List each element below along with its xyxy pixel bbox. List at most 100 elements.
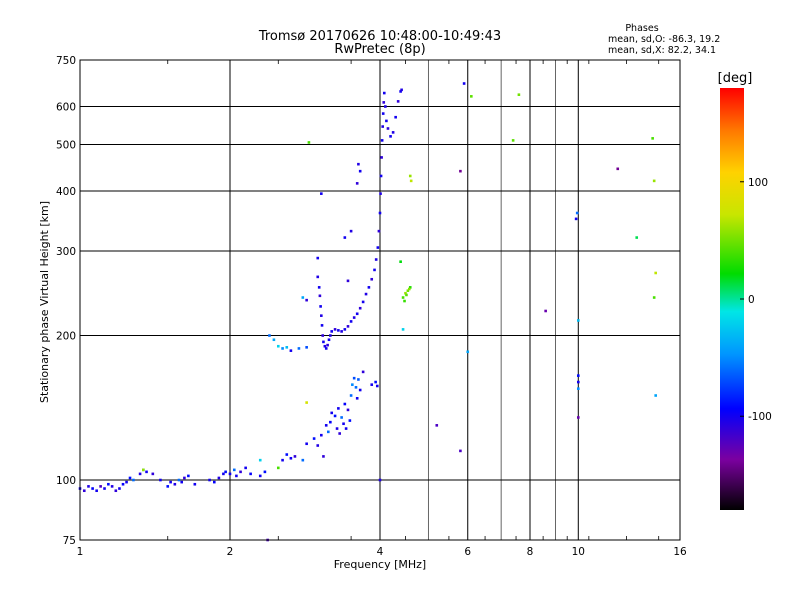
phase-stats-title: Phases: [625, 23, 658, 34]
y-tick-label: 600: [56, 102, 76, 114]
data-point: [322, 340, 325, 344]
data-point: [349, 320, 353, 323]
data-point: [385, 119, 388, 123]
data-point: [114, 489, 118, 493]
data-point: [352, 376, 356, 380]
colorbar-tick-label: -100: [748, 411, 772, 423]
data-point: [177, 478, 181, 482]
data-point: [222, 472, 225, 476]
data-point: [380, 139, 384, 142]
data-point: [212, 480, 216, 484]
data-point: [348, 419, 352, 422]
data-point: [357, 378, 360, 381]
axis-ticks: 75 100 200 300 400 500 600 750 1 2 4 6 8 10 16: [56, 55, 687, 558]
data-point: [316, 275, 320, 279]
colorbar-label: [deg]: [718, 71, 753, 86]
data-point: [364, 292, 368, 296]
data-point: [333, 414, 337, 418]
data-point: [386, 127, 390, 130]
data-point: [357, 162, 360, 166]
data-point: [343, 328, 347, 331]
data-point: [346, 279, 350, 283]
data-point: [110, 485, 114, 488]
x-tick-label: 4: [377, 546, 384, 558]
data-point: [361, 300, 365, 304]
data-point: [293, 455, 297, 458]
data-point: [268, 334, 271, 337]
data-point: [396, 100, 400, 103]
data-point: [272, 338, 276, 342]
data-point: [349, 394, 353, 397]
data-point: [145, 470, 148, 474]
x-tick-label: 2: [227, 546, 234, 558]
data-point: [335, 427, 339, 430]
data-point: [95, 489, 98, 493]
data-point: [401, 328, 405, 331]
data-point: [326, 343, 329, 347]
y-tick-label: 75: [63, 535, 76, 547]
data-point: [401, 296, 405, 299]
data-point: [289, 349, 293, 352]
data-point: [389, 135, 392, 138]
data-point: [654, 394, 657, 397]
data-point: [87, 485, 90, 488]
data-point: [289, 456, 293, 460]
data-point: [374, 380, 377, 384]
data-point: [235, 474, 238, 478]
data-point: [159, 478, 162, 482]
data-point: [297, 347, 301, 350]
data-point: [403, 299, 406, 303]
data-point: [312, 437, 316, 440]
x-axis-label: Frequency [MHz]: [334, 558, 426, 571]
data-point: [544, 309, 547, 313]
y-tick-label: 100: [56, 475, 76, 487]
y-axis-label: Stationary phase Virtual Height [km]: [38, 201, 51, 403]
data-point: [323, 344, 327, 348]
data-point: [400, 88, 403, 92]
data-point: [405, 293, 408, 297]
data-point: [346, 325, 350, 328]
data-point: [132, 478, 135, 482]
data-point: [183, 476, 186, 480]
data-point: [82, 489, 86, 493]
x-tick-label: 10: [572, 546, 585, 558]
data-point: [358, 169, 362, 173]
data-point: [322, 455, 325, 458]
data-point: [374, 258, 378, 261]
data-point: [343, 402, 347, 406]
data-point: [121, 482, 125, 486]
data-point: [305, 442, 308, 446]
colorbar-tick-label: 0: [748, 294, 755, 306]
colorbar-tick-label: 100: [748, 177, 768, 189]
data-point: [399, 90, 402, 93]
data-point: [358, 388, 362, 392]
data-point: [340, 330, 343, 333]
data-point: [408, 174, 412, 178]
data-point: [281, 458, 284, 462]
data-point: [316, 256, 320, 260]
data-point: [333, 328, 337, 331]
data-point: [318, 294, 322, 298]
data-point: [180, 480, 184, 484]
data-point: [337, 329, 340, 332]
data-point: [232, 468, 236, 472]
data-point: [380, 156, 383, 159]
data-point: [351, 383, 354, 386]
data-point: [224, 470, 227, 474]
data-point: [373, 268, 376, 272]
data-points: [78, 82, 657, 542]
chart-title: Tromsø 20170626 10:48:00-10:49:43: [258, 29, 501, 44]
data-point: [379, 192, 382, 195]
data-point: [128, 476, 132, 480]
data-point: [377, 229, 381, 233]
data-point: [652, 296, 656, 299]
data-point: [654, 271, 657, 275]
y-tick-label: 750: [56, 55, 76, 67]
data-point: [118, 487, 121, 490]
data-point: [305, 401, 308, 404]
data-point: [435, 424, 439, 427]
data-point: [281, 347, 284, 350]
data-point: [576, 319, 580, 322]
data-point: [258, 474, 262, 478]
